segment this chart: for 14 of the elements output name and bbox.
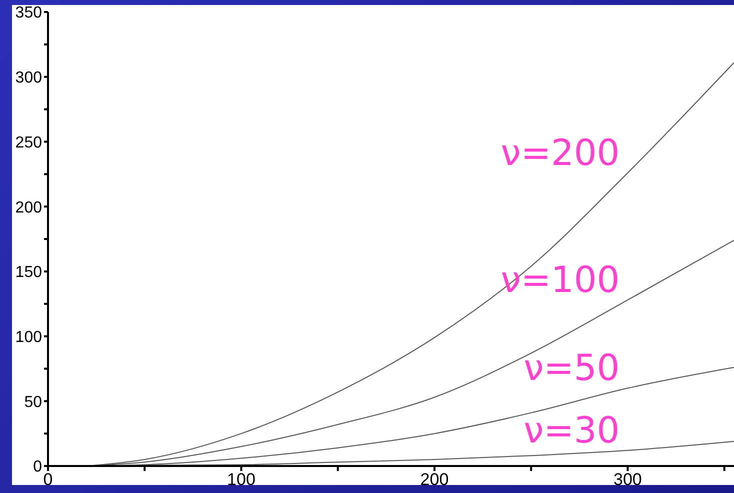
series-label: ν=200 (500, 132, 620, 174)
x-tick-label: 100 (227, 470, 256, 490)
y-tick-label: 50 (24, 394, 42, 411)
y-tick-label: 200 (15, 199, 42, 216)
y-tick-label: 250 (15, 134, 42, 152)
x-tick-label: 200 (420, 470, 449, 490)
series-label: ν=30 (524, 410, 620, 452)
y-tick-label: 100 (15, 328, 42, 346)
series-label: ν=50 (524, 348, 620, 390)
y-tick-label: 300 (15, 70, 42, 87)
y-tick-label: 350 (15, 4, 42, 22)
x-tick-label: 300 (614, 470, 642, 490)
y-tick-label: 0 (33, 458, 42, 476)
y-tick-label: 150 (15, 264, 42, 282)
